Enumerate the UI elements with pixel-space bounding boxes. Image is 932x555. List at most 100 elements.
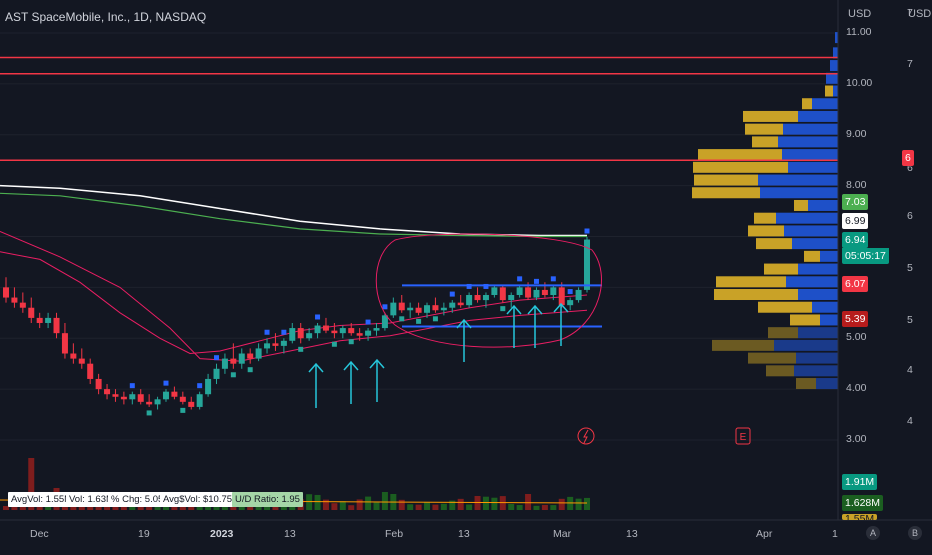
price-tag[interactable]: 6.07 xyxy=(842,276,868,292)
annotations[interactable]: E xyxy=(309,234,750,444)
ma-green-line xyxy=(0,193,587,236)
vp-bar-gold xyxy=(768,327,798,338)
candle-body xyxy=(155,399,161,404)
x-tick-label[interactable]: Feb xyxy=(385,528,403,540)
signal-dot xyxy=(130,383,135,388)
price-tag[interactable]: 7.03 xyxy=(842,194,868,210)
earnings-icon-label: E xyxy=(740,432,747,443)
price-tag[interactable]: 05:05:17 xyxy=(842,248,889,264)
vp-bar-blue xyxy=(798,289,838,300)
candle-body xyxy=(525,287,531,297)
vp-bar-gold xyxy=(802,98,812,109)
volume-bar xyxy=(331,503,337,510)
signal-dot xyxy=(163,381,168,386)
volume-bar xyxy=(559,499,565,510)
vp-bar-blue xyxy=(776,213,838,224)
y-tick-label[interactable]: 10.00 xyxy=(846,77,872,89)
volume-tag[interactable]: 1.91M xyxy=(842,474,877,490)
x-tick-label[interactable]: Dec xyxy=(30,528,49,540)
right-axis-label[interactable]: 7 xyxy=(907,58,913,70)
x-tick-label[interactable]: 19 xyxy=(138,528,150,540)
price-tag[interactable]: 6 xyxy=(902,150,914,166)
candle-body xyxy=(550,287,556,295)
volume-bar xyxy=(567,497,573,510)
x-tick-label[interactable]: 13 xyxy=(626,528,638,540)
log-scale-button[interactable]: B xyxy=(908,526,922,540)
auto-scale-button[interactable]: A xyxy=(866,526,880,540)
candle-body xyxy=(517,287,523,295)
right-axis-label[interactable]: 5 xyxy=(907,262,913,274)
currency-label-left[interactable]: USD xyxy=(848,8,871,20)
signal-dot xyxy=(332,342,337,347)
volume-bar xyxy=(491,498,497,510)
candle-body xyxy=(424,305,430,313)
vp-bar-blue xyxy=(788,162,838,173)
candle-body xyxy=(340,328,346,333)
volume-bar xyxy=(340,501,346,510)
y-tick-label[interactable]: 5.00 xyxy=(846,331,866,343)
x-tick-label[interactable]: Apr xyxy=(756,528,772,540)
vp-bar-blue xyxy=(812,302,838,313)
signal-dot xyxy=(585,229,590,234)
candle-body xyxy=(533,290,539,298)
volume-bar xyxy=(416,505,422,510)
x-tick-label[interactable]: 13 xyxy=(284,528,296,540)
vp-bar-blue xyxy=(782,149,838,160)
ud-ratio-stat: U/D Ratio: 1.95 xyxy=(232,492,303,507)
candle-body xyxy=(146,402,152,405)
signal-dot xyxy=(349,339,354,344)
volume-bar xyxy=(525,494,531,510)
y-tick-label[interactable]: 9.00 xyxy=(846,128,866,140)
candle-body xyxy=(28,308,34,318)
candle-body xyxy=(104,389,110,394)
horizontal-levels[interactable] xyxy=(0,57,838,160)
x-tick-label[interactable]: Mar xyxy=(553,528,571,540)
signal-dot xyxy=(366,320,371,325)
candle-body xyxy=(281,341,287,346)
symbol-title[interactable]: AST SpaceMobile, Inc., 1D, NASDAQ xyxy=(5,10,206,24)
right-axis-label[interactable]: 5 xyxy=(907,314,913,326)
signal-dot xyxy=(399,316,404,321)
candle-body xyxy=(121,397,127,400)
vp-bar-gold xyxy=(692,187,760,198)
vp-bar-blue xyxy=(758,175,838,186)
vp-bar-gold xyxy=(748,225,784,236)
signal-dot xyxy=(147,410,152,415)
vp-bar-gold xyxy=(694,175,758,186)
candle-body xyxy=(222,359,228,369)
candle-body xyxy=(432,305,438,310)
price-tag[interactable]: 6.94 xyxy=(842,232,868,248)
vp-bar-blue xyxy=(798,327,838,338)
vp-bar-blue xyxy=(833,86,838,97)
right-axis-label[interactable]: 6 xyxy=(907,210,913,222)
candle-body xyxy=(348,328,354,333)
volume-tag[interactable]: 1.628M xyxy=(842,495,883,511)
vp-bar-blue xyxy=(808,200,838,211)
y-tick-label[interactable]: 3.00 xyxy=(846,433,866,445)
price-tag[interactable]: 5.39 xyxy=(842,311,868,327)
x-tick-label[interactable]: 2023 xyxy=(210,528,233,540)
candle-body xyxy=(315,326,321,334)
right-axis-label[interactable]: 4 xyxy=(907,364,913,376)
candle-body xyxy=(306,333,312,338)
volume-bar xyxy=(407,504,413,510)
volume-bar xyxy=(576,499,582,510)
candle-body xyxy=(37,318,43,323)
y-tick-label[interactable]: 4.00 xyxy=(846,382,866,394)
vp-bar-gold xyxy=(693,162,788,173)
x-tick-label[interactable]: 1 xyxy=(832,528,838,540)
volume-tag[interactable]: 1.55M xyxy=(842,514,877,520)
y-tick-label[interactable]: 11.00 xyxy=(846,26,872,38)
y-tick-label[interactable]: 8.00 xyxy=(846,179,866,191)
right-axis-label[interactable]: 4 xyxy=(907,415,913,427)
volume-profile xyxy=(692,32,838,389)
vp-bar-blue xyxy=(812,98,838,109)
lightning-icon xyxy=(578,428,594,444)
right-axis-label[interactable]: 7 xyxy=(907,7,913,19)
vp-bar-gold xyxy=(698,149,782,160)
price-tag[interactable]: 6.99 xyxy=(842,213,868,229)
x-tick-label[interactable]: 13 xyxy=(458,528,470,540)
candle-body xyxy=(138,394,144,402)
